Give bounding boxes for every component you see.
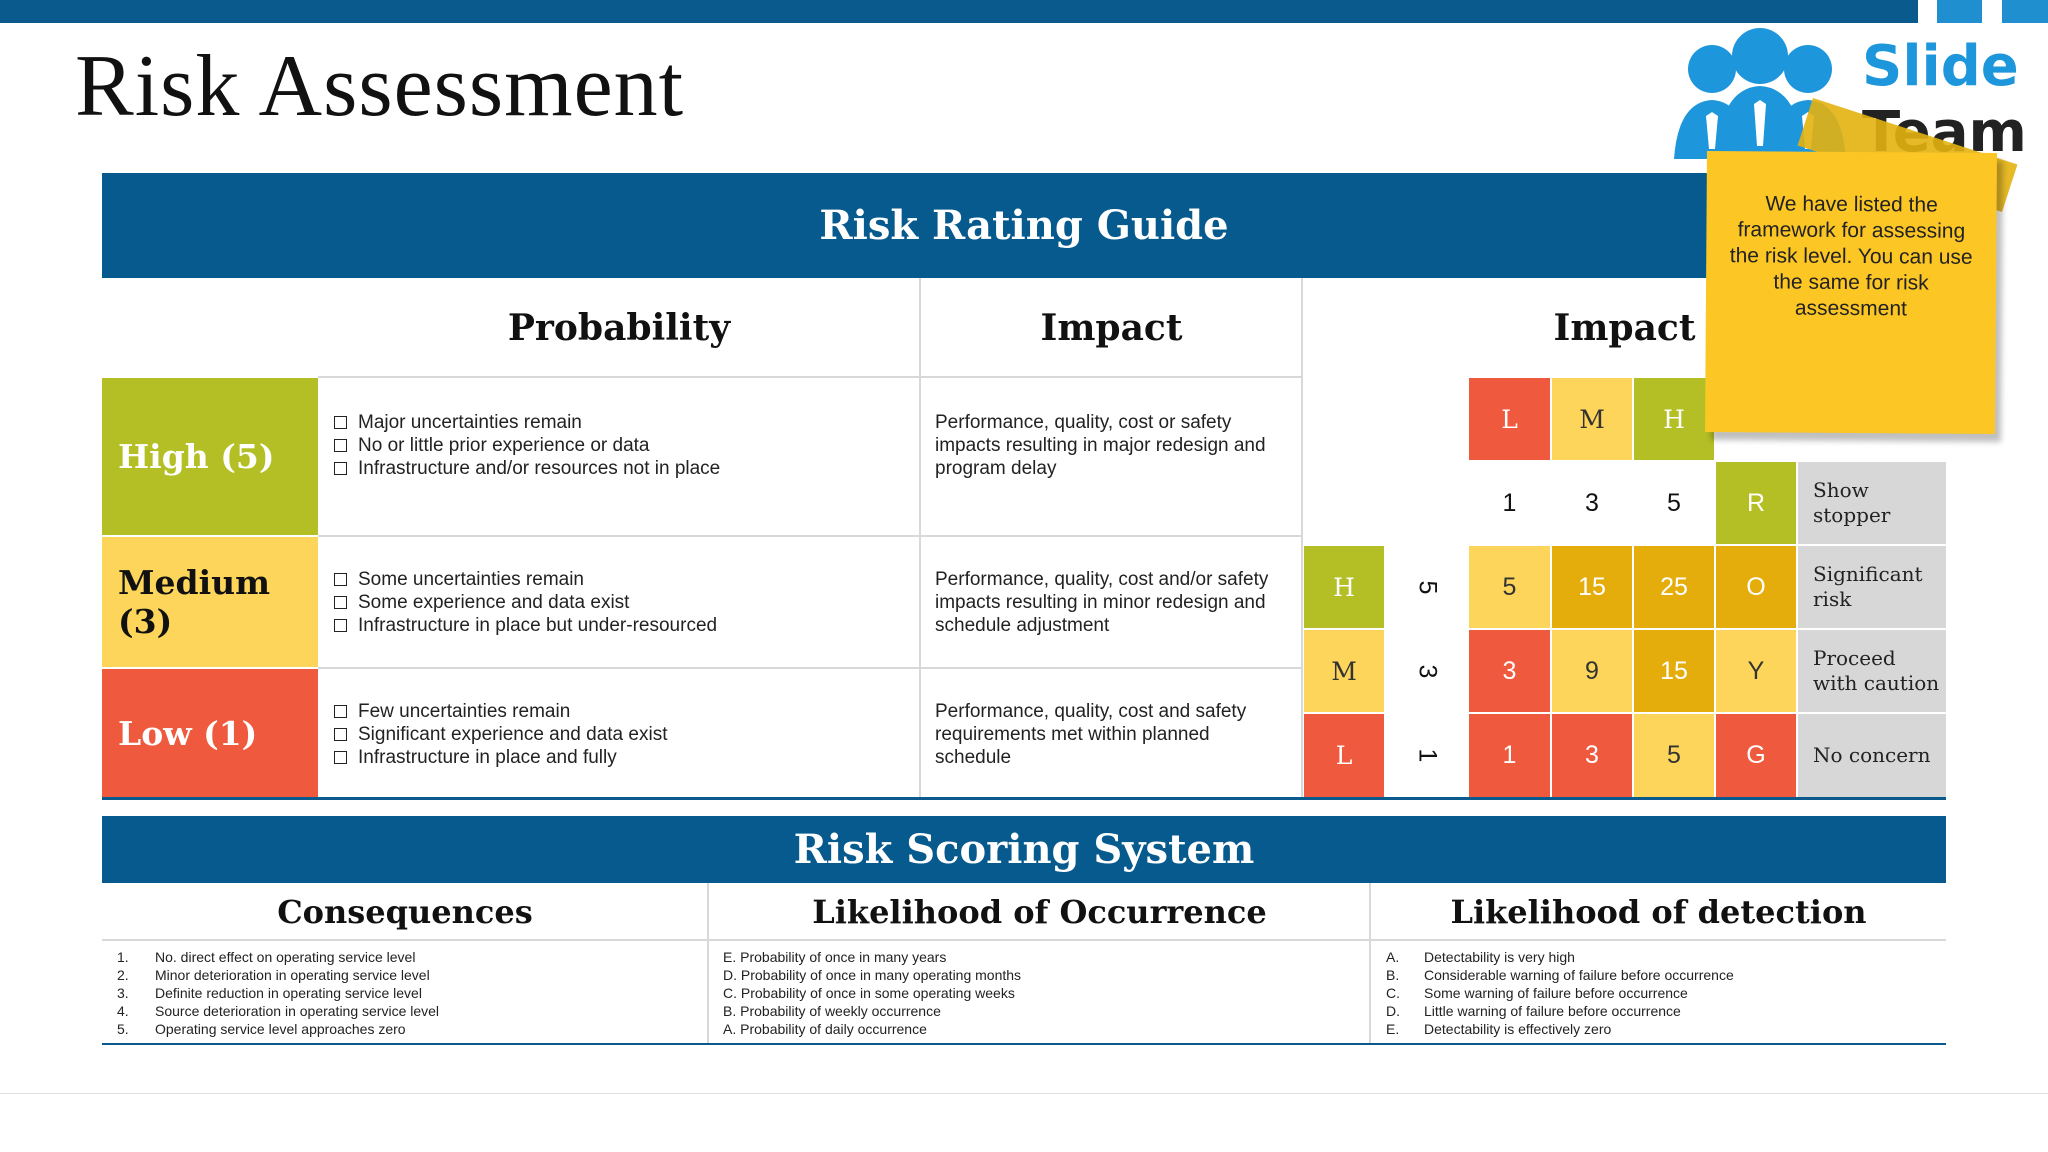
likelihood-detection-list: A. Detectability is very high B. Considera…: [1386, 948, 1936, 1038]
checkbox-icon: [334, 573, 347, 586]
divider: [318, 535, 1302, 537]
list-item: A. Detectability is very high: [1386, 949, 1575, 965]
impact-header: Impact: [1040, 307, 1183, 349]
list-item: B. Considerable warning of failure before…: [1386, 967, 1734, 983]
list-item: 2. Minor deterioration in operating servi…: [117, 967, 430, 983]
divider: [102, 797, 1946, 800]
checkbox-icon: [334, 462, 347, 475]
list-item: Some experience and data exist: [334, 591, 918, 614]
impact-letter-l: L: [1469, 378, 1550, 460]
legend-code-o: O: [1716, 546, 1796, 628]
medium-probability-list: Some uncertainties remain Some experienc…: [318, 550, 918, 637]
divider: [102, 939, 1946, 941]
divider: [318, 667, 1302, 669]
list-item: Infrastructure in place but under-resour…: [334, 614, 918, 637]
impact-value: 5: [1667, 488, 1681, 517]
list-item: C. Probability of once in some operating…: [723, 985, 1015, 1001]
risk-rating-guide-title: Risk Rating Guide: [102, 173, 1946, 278]
prob-letter-m: M: [1304, 630, 1384, 712]
prob-value: 5: [1413, 580, 1441, 594]
list-item: Few uncertainties remain: [334, 700, 918, 723]
legend-code-r: R: [1716, 462, 1796, 544]
divider: [318, 376, 1302, 378]
page-title: Risk Assessment: [75, 38, 685, 135]
impact-value: 1: [1502, 488, 1517, 517]
list-item: 3. Definite reduction in operating servic…: [117, 985, 422, 1001]
likelihood-detection-header: Likelihood of detection: [1450, 892, 1867, 931]
list-item: Infrastructure in place and fully: [334, 746, 918, 769]
divider: [707, 883, 709, 1043]
probability-header: Probability: [507, 307, 731, 349]
checkbox-icon: [334, 751, 347, 764]
score-cell: 5: [1469, 546, 1550, 628]
high-probability-list: Major uncertainties remain No or little …: [318, 393, 918, 480]
divider: [1369, 883, 1371, 1043]
divider: [919, 278, 921, 800]
score-cell: 15: [1634, 630, 1714, 712]
checkbox-icon: [334, 596, 347, 609]
list-item: 1. No. direct effect on operating service…: [117, 949, 416, 965]
legend-label: Significant risk: [1798, 546, 1946, 628]
list-item: D. Little warning of failure before occur…: [1386, 1003, 1681, 1019]
score-cell: 15: [1552, 546, 1632, 628]
score-cell: 3: [1552, 714, 1632, 797]
list-item: Significant experience and data exist: [334, 723, 918, 746]
list-item: A. Probability of daily occurrence: [723, 1021, 927, 1037]
divider: [1301, 278, 1303, 800]
consequences-list: 1. No. direct effect on operating service…: [117, 948, 697, 1038]
list-item: Some uncertainties remain: [334, 568, 918, 591]
list-item: 5. Operating service level approaches zer…: [117, 1021, 406, 1037]
checkbox-icon: [334, 439, 347, 452]
footer-divider: [0, 1093, 2048, 1094]
low-probability-list: Few uncertainties remain Significant exp…: [318, 682, 918, 769]
legend-code-g: G: [1716, 714, 1796, 797]
list-item: Major uncertainties remain: [334, 411, 918, 434]
prob-value: 1: [1413, 748, 1441, 763]
checkbox-icon: [334, 728, 347, 741]
list-item: E. Detectability is effectively zero: [1386, 1021, 1612, 1037]
score-cell: 25: [1634, 546, 1714, 628]
list-item: 4. Source deterioration in operating serv…: [117, 1003, 440, 1019]
logo-text-slide: Slide: [1862, 34, 2019, 99]
top-bar: [0, 0, 1918, 23]
risk-scoring-system-title: Risk Scoring System: [102, 816, 1946, 883]
legend-label: No concern: [1798, 714, 1946, 797]
likelihood-occurrence-header: Likelihood of Occurrence: [812, 892, 1267, 931]
list-item: Infrastructure and/or resources not in p…: [334, 457, 918, 480]
checkbox-icon: [334, 705, 347, 718]
level-high: High (5): [102, 378, 318, 535]
impact-value: 3: [1585, 488, 1599, 517]
low-impact-text: Performance, quality, cost and safety re…: [935, 701, 1247, 768]
list-item: D. Probability of once in many operating…: [723, 967, 1022, 983]
legend-label: Show stopper: [1798, 462, 1946, 544]
checkbox-icon: [334, 619, 347, 632]
score-cell: 9: [1552, 630, 1632, 712]
sticky-note: We have listed the framework for assessi…: [1705, 150, 1997, 435]
score-cell: 5: [1634, 714, 1714, 797]
legend-code-y: Y: [1716, 630, 1796, 712]
top-accent-square: [2002, 0, 2048, 23]
prob-value: 3: [1413, 664, 1441, 678]
likelihood-occurrence-list: E. Probability of once in many years D. …: [723, 948, 1353, 1038]
consequences-header: Consequences: [277, 892, 533, 931]
matrix-impact-header: Impact: [1553, 307, 1696, 349]
divider: [102, 1043, 1946, 1045]
list-item: E. Probability of once in many years: [723, 949, 947, 965]
level-medium: Medium (3): [102, 537, 318, 667]
list-item: No or little prior experience or data: [334, 434, 918, 457]
medium-impact-text: Performance, quality, cost and/or safety…: [935, 569, 1269, 636]
top-accent-square: [1937, 0, 1982, 23]
prob-letter-l: L: [1304, 714, 1384, 797]
impact-letter-h: H: [1634, 378, 1714, 460]
high-impact-text: Performance, quality, cost or safety imp…: [935, 412, 1266, 479]
prob-letter-h: H: [1304, 546, 1384, 628]
list-item: C. Some warning of failure before occurre…: [1386, 985, 1688, 1001]
checkbox-icon: [334, 416, 347, 429]
impact-letter-m: M: [1552, 378, 1632, 460]
list-item: B. Probability of weekly occurrence: [723, 1003, 941, 1019]
level-low: Low (1): [102, 669, 318, 797]
score-cell: 1: [1469, 714, 1550, 797]
score-cell: 3: [1469, 630, 1550, 712]
legend-label: Proceed with caution: [1798, 630, 1946, 712]
